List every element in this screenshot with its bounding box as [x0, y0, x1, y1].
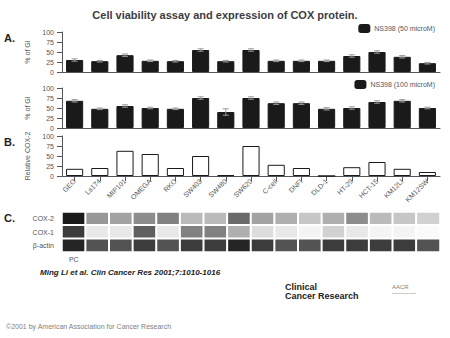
svg-text:DLD-1: DLD-1 — [310, 177, 329, 196]
svg-text:NS398 (100 microM): NS398 (100 microM) — [370, 81, 435, 89]
svg-text:COX-1: COX-1 — [33, 229, 55, 236]
svg-text:HCT-15: HCT-15 — [357, 177, 379, 199]
svg-text:Ming Li et al. Clin Cancer Res: Ming Li et al. Clin Cancer Res 2001;7:10… — [40, 268, 221, 277]
svg-text:GEO: GEO — [61, 177, 77, 193]
svg-text:RKO: RKO — [162, 177, 178, 193]
svg-text:% of GI: % of GI — [24, 96, 31, 119]
svg-text:Clinical: Clinical — [285, 281, 317, 292]
svg-text:Cell viability assay and expre: Cell viability assay and expression of C… — [92, 9, 357, 21]
svg-text:MIP101: MIP101 — [105, 177, 127, 199]
svg-text:©2001 by American Association: ©2001 by American Association for Cancer… — [6, 323, 171, 331]
svg-text:HT-29: HT-29 — [336, 177, 354, 195]
svg-text:————: ———— — [392, 290, 416, 296]
svg-text:% of GI: % of GI — [24, 40, 31, 63]
svg-text:OMEGA: OMEGA — [129, 177, 153, 201]
svg-text:C-cell: C-cell — [261, 177, 279, 195]
svg-text:25: 25 — [46, 115, 54, 122]
svg-text:B.: B. — [4, 136, 15, 148]
svg-text:75: 75 — [46, 143, 54, 150]
svg-text:SW403: SW403 — [182, 177, 203, 198]
svg-text:100: 100 — [42, 85, 54, 92]
svg-text:0: 0 — [50, 125, 54, 132]
svg-text:Relative COX-2: Relative COX-2 — [24, 132, 31, 181]
svg-text:DNFI: DNFI — [287, 177, 304, 194]
svg-text:AACR: AACR — [392, 284, 409, 290]
svg-text:NS398 (50 microM): NS398 (50 microM) — [374, 25, 435, 33]
svg-text:50: 50 — [46, 49, 54, 56]
svg-text:75: 75 — [46, 39, 54, 46]
svg-text:100: 100 — [42, 29, 54, 36]
svg-text:0: 0 — [50, 173, 54, 180]
svg-text:PC: PC — [69, 256, 79, 263]
svg-text:25: 25 — [46, 163, 54, 170]
svg-text:KM12SW: KM12SW — [404, 177, 430, 203]
svg-text:KM12LI: KM12LI — [383, 177, 405, 199]
svg-text:Ls174: Ls174 — [84, 177, 102, 195]
svg-text:COX-2: COX-2 — [33, 215, 55, 222]
svg-text:C.: C. — [4, 212, 15, 224]
svg-text:SW480: SW480 — [207, 177, 228, 198]
svg-text:50: 50 — [46, 153, 54, 160]
svg-text:β-actin: β-actin — [33, 242, 54, 250]
svg-text:A.: A. — [4, 32, 15, 44]
svg-text:100: 100 — [42, 133, 54, 140]
svg-text:25: 25 — [46, 59, 54, 66]
svg-text:75: 75 — [46, 95, 54, 102]
svg-text:50: 50 — [46, 105, 54, 112]
svg-text:Cancer Research: Cancer Research — [285, 291, 359, 301]
svg-text:SW620: SW620 — [232, 177, 253, 198]
svg-text:0: 0 — [50, 69, 54, 76]
